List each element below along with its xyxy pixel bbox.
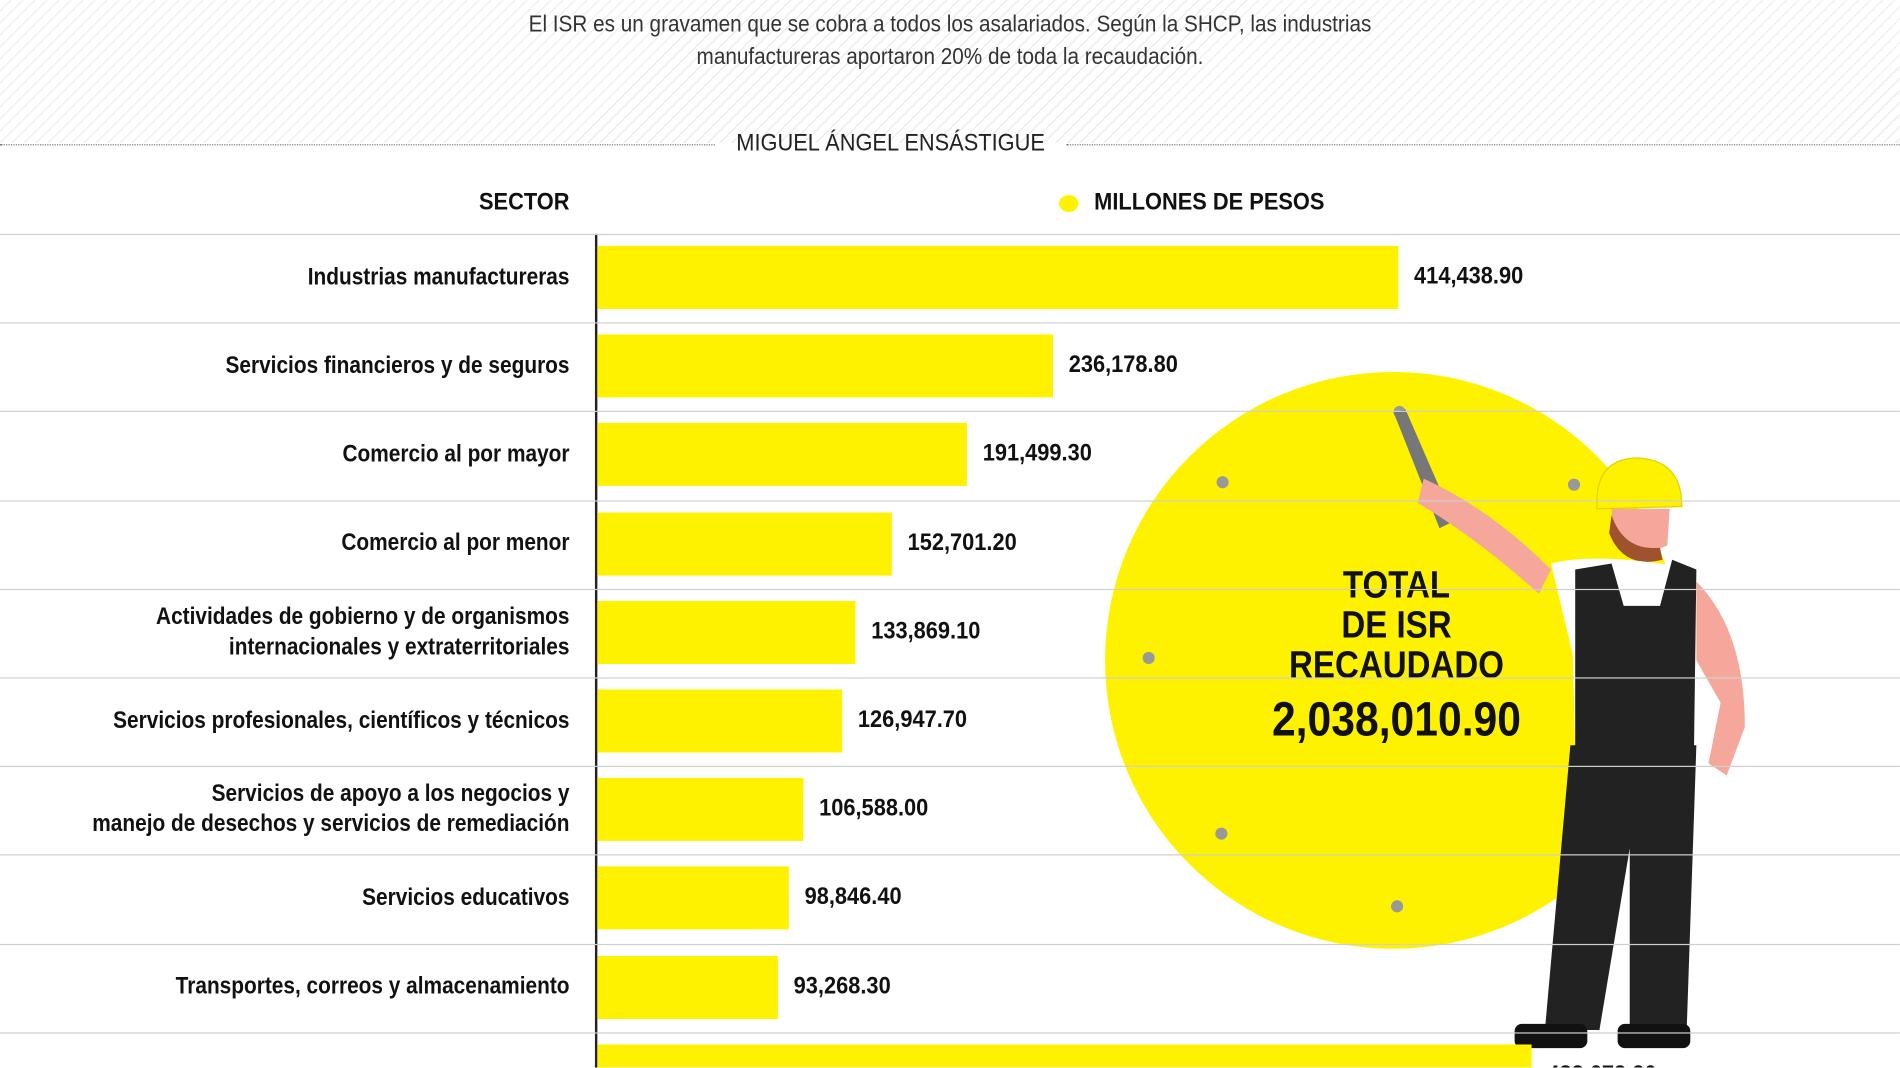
value-label: 106,588.00 xyxy=(818,795,929,822)
bar xyxy=(597,245,1398,309)
row-separator xyxy=(0,588,1900,590)
row-separator xyxy=(0,411,1900,413)
total-title-line: RECAUDADO xyxy=(1289,643,1504,686)
bar xyxy=(597,512,893,576)
subtitle: manufactureras aportaron 20% de toda la … xyxy=(696,44,1204,71)
value-label: 236,178.80 xyxy=(1069,351,1179,379)
legend-label: MILLONES DE PESOS xyxy=(1094,189,1325,216)
value-label: 126,947.70 xyxy=(858,706,968,734)
subtitle: El ISR es un gravamen que se cobra a tod… xyxy=(528,12,1372,38)
author: MIGUEL ÁNGEL ENSÁSTIGUE xyxy=(736,129,1045,157)
category-header: SECTOR xyxy=(479,189,570,216)
total-title-line: TOTAL xyxy=(1342,563,1451,606)
category-label: Actividades de gobierno y de organismos … xyxy=(156,603,570,661)
total-title-line: DE ISR xyxy=(1341,603,1452,646)
total-circle xyxy=(1105,371,1682,949)
total-title: TOTAL DE ISR RECAUDADO xyxy=(1234,565,1559,685)
value-label: 93,268.30 xyxy=(793,972,891,1000)
row-separator xyxy=(0,854,1900,856)
category-label: Industrias manufactureras xyxy=(307,263,570,291)
value-label: 152,701.20 xyxy=(908,529,1018,556)
legend-swatch xyxy=(1059,195,1079,213)
category-label: Transportes, correos y almacenamiento xyxy=(175,973,570,1000)
divider xyxy=(1066,144,1900,146)
row-separator xyxy=(0,1032,1900,1034)
bar xyxy=(597,866,789,930)
row-separator xyxy=(0,233,1900,236)
category-label: Servicios financieros y de seguros xyxy=(225,352,570,379)
worker xyxy=(1393,409,1745,1049)
bar xyxy=(597,334,1054,398)
category-label: Servicios de apoyo a los negocios y mane… xyxy=(92,780,570,838)
total-value: 2,038,010.90 xyxy=(1271,693,1522,747)
category-label: Comercio al por menor xyxy=(341,529,570,557)
header-background xyxy=(0,0,1900,143)
value-label: 133,869.10 xyxy=(871,617,981,645)
row-separator xyxy=(0,677,1900,679)
bar xyxy=(597,778,804,842)
bar xyxy=(597,600,856,664)
value-label: 414,438.90 xyxy=(1413,262,1523,290)
axis-line xyxy=(594,233,598,1068)
value-label: 98,846.40 xyxy=(804,883,902,911)
bar xyxy=(597,423,968,487)
category-label: Servicios profesionales, científicos y t… xyxy=(113,707,570,734)
category-label: Servicios educativos xyxy=(362,884,570,912)
row-separator xyxy=(0,322,1900,324)
row-separator xyxy=(0,766,1900,768)
bar xyxy=(597,955,778,1019)
value-label: 191,499.30 xyxy=(982,440,1093,467)
category-label: Comercio al por mayor xyxy=(342,440,570,468)
divider xyxy=(0,144,715,146)
bar xyxy=(597,689,843,753)
bar xyxy=(597,1044,1532,1068)
row-separator xyxy=(0,499,1900,502)
row-separator xyxy=(0,943,1900,945)
value-label: 483,673.20 xyxy=(1547,1061,1656,1067)
